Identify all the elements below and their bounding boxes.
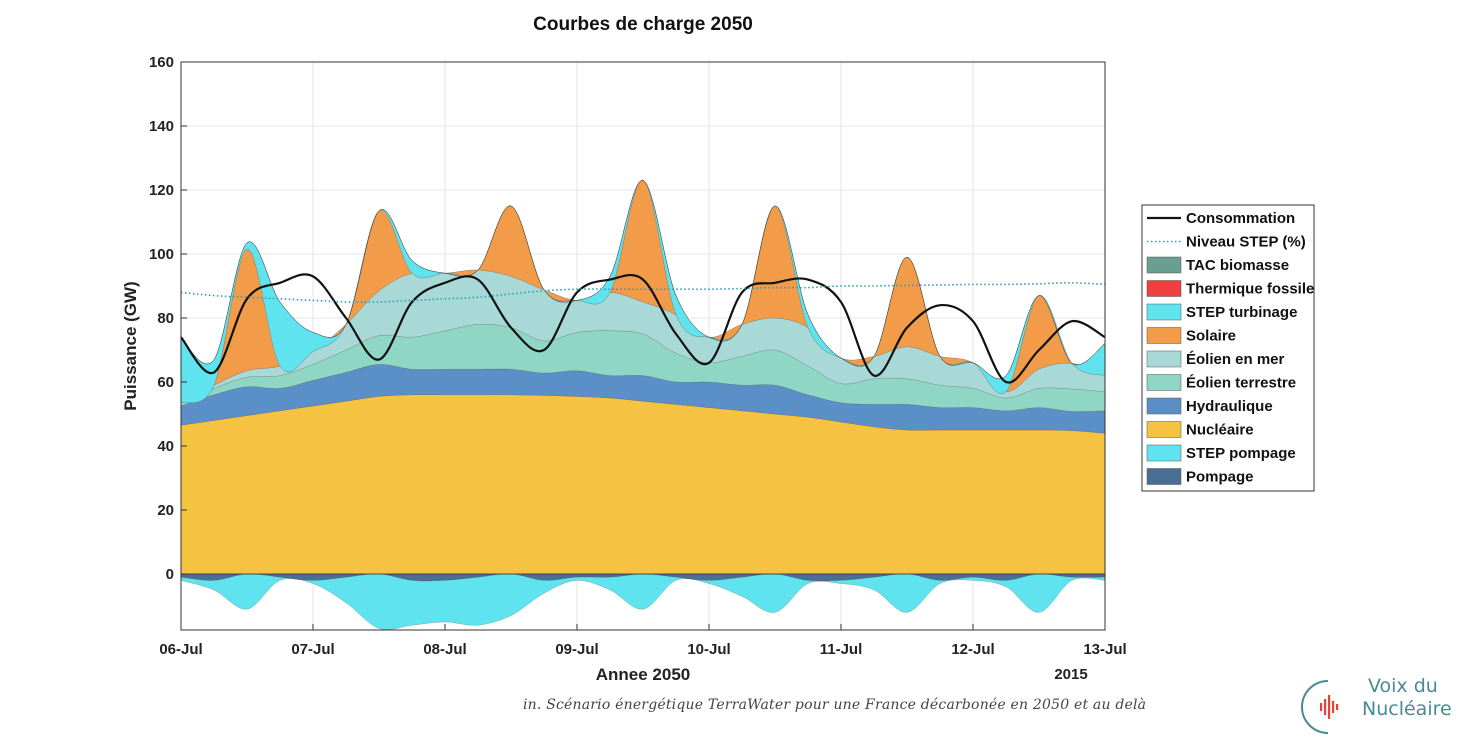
legend-item: Hydraulique: [1146, 397, 1273, 415]
logo-bar: [1336, 704, 1339, 710]
plot-frame: [180, 61, 1106, 631]
y-tick-label: 0: [166, 566, 174, 583]
legend-label: Niveau STEP (%): [1186, 234, 1306, 251]
legend-label: Solaire: [1186, 328, 1236, 345]
logo-line-1: Voix du: [1368, 675, 1438, 697]
y-tick-label: 140: [149, 118, 174, 135]
legend-swatch: [1146, 327, 1182, 344]
series-lines: [180, 273, 1106, 384]
legend-swatch: [1146, 350, 1182, 368]
logo-bar: [1324, 699, 1327, 715]
y-axis-label: Puissance (GW): [121, 281, 140, 410]
legend-label: TAC biomasse: [1186, 257, 1289, 274]
legend-box: [1141, 204, 1315, 492]
legend-label: Pompage: [1186, 469, 1254, 486]
y-tick-label: 40: [157, 438, 174, 455]
legend-swatch: [1146, 421, 1182, 438]
legend-item: Pompage: [1146, 468, 1254, 486]
x-tick-label: 10-Jul: [687, 641, 730, 658]
legend-item: Consommation: [1147, 210, 1295, 227]
legend-swatch: [1146, 280, 1182, 297]
line-niveau-step-: [180, 281, 1106, 304]
source-credit: in. Scénario énergétique TerraWater pour…: [523, 697, 1147, 713]
legend-label: Éolien en mer: [1186, 351, 1285, 368]
legend-item: Solaire: [1146, 327, 1236, 345]
logo-bar: [1332, 701, 1335, 713]
x-tick-label: 06-Jul: [159, 641, 202, 658]
legend-swatch: [1146, 397, 1182, 415]
x-tick-label: 09-Jul: [555, 641, 598, 658]
x-tick-label: 12-Jul: [951, 641, 994, 658]
y-tick-label: 120: [149, 182, 174, 199]
y-tick-label: 160: [149, 54, 174, 71]
y-tick-label: 100: [149, 246, 174, 263]
voix-du-nucleaire-logo: Voix du Nucléaire: [1296, 673, 1476, 743]
y-tick-label: 80: [157, 310, 174, 327]
y-tick-label: 20: [157, 502, 174, 519]
logo-bar: [1328, 695, 1331, 719]
legend-item: Niveau STEP (%): [1147, 234, 1306, 251]
x-tick-label: 07-Jul: [291, 641, 334, 658]
legend-item: TAC biomasse: [1146, 256, 1289, 274]
x-tick-label: 13-Jul: [1083, 641, 1126, 658]
legend-swatch: [1146, 374, 1182, 391]
legend-item: STEP pompage: [1146, 444, 1296, 462]
legend-swatch: [1146, 303, 1182, 321]
x-tick-label: 08-Jul: [423, 641, 466, 658]
y-tick-label: 60: [157, 374, 174, 391]
legend-item: Nucléaire: [1146, 421, 1254, 439]
legend-item: Éolien terrestre: [1146, 374, 1296, 392]
logo-mark-icon: [1301, 680, 1339, 734]
legend-item: Éolien en mer: [1146, 350, 1285, 368]
legend-label: Nucléaire: [1186, 422, 1254, 439]
area-step-pompage: [180, 573, 1106, 630]
stacked-areas: [180, 180, 1106, 630]
legend-label: Thermique fossile: [1186, 281, 1314, 298]
legend-item: STEP turbinage: [1146, 303, 1297, 321]
x-axis-secondary-label: 2015: [1054, 666, 1087, 683]
legend-label: STEP turbinage: [1186, 304, 1297, 321]
chart-title: Courbes de charge 2050: [533, 14, 753, 35]
x-axis-ticks: 06-Jul 07-Jul 08-Jul 09-Jul 10-Jul 11-Jul 12-J…: [159, 624, 1127, 658]
legend: Consommation Niveau STEP (%) TAC biomasse T…: [1141, 204, 1315, 492]
y-axis-ticks: 0 20 40 60 80 100 120 140 160: [149, 54, 187, 583]
legend-swatch: [1146, 444, 1182, 462]
logo-line-2: Nucléaire: [1362, 698, 1452, 720]
logo-bar: [1320, 703, 1323, 711]
legend-label: Hydraulique: [1186, 398, 1273, 415]
line-consommation: [180, 273, 1106, 384]
legend-item: Thermique fossile: [1146, 280, 1314, 298]
legend-label: STEP pompage: [1186, 445, 1296, 462]
legend-label: Consommation: [1186, 210, 1295, 227]
x-tick-label: 11-Jul: [820, 641, 863, 658]
legend-label: Éolien terrestre: [1186, 375, 1296, 392]
legend-swatch: [1146, 468, 1182, 485]
legend-swatch: [1146, 256, 1182, 274]
x-axis-label: Annee 2050: [596, 665, 691, 684]
